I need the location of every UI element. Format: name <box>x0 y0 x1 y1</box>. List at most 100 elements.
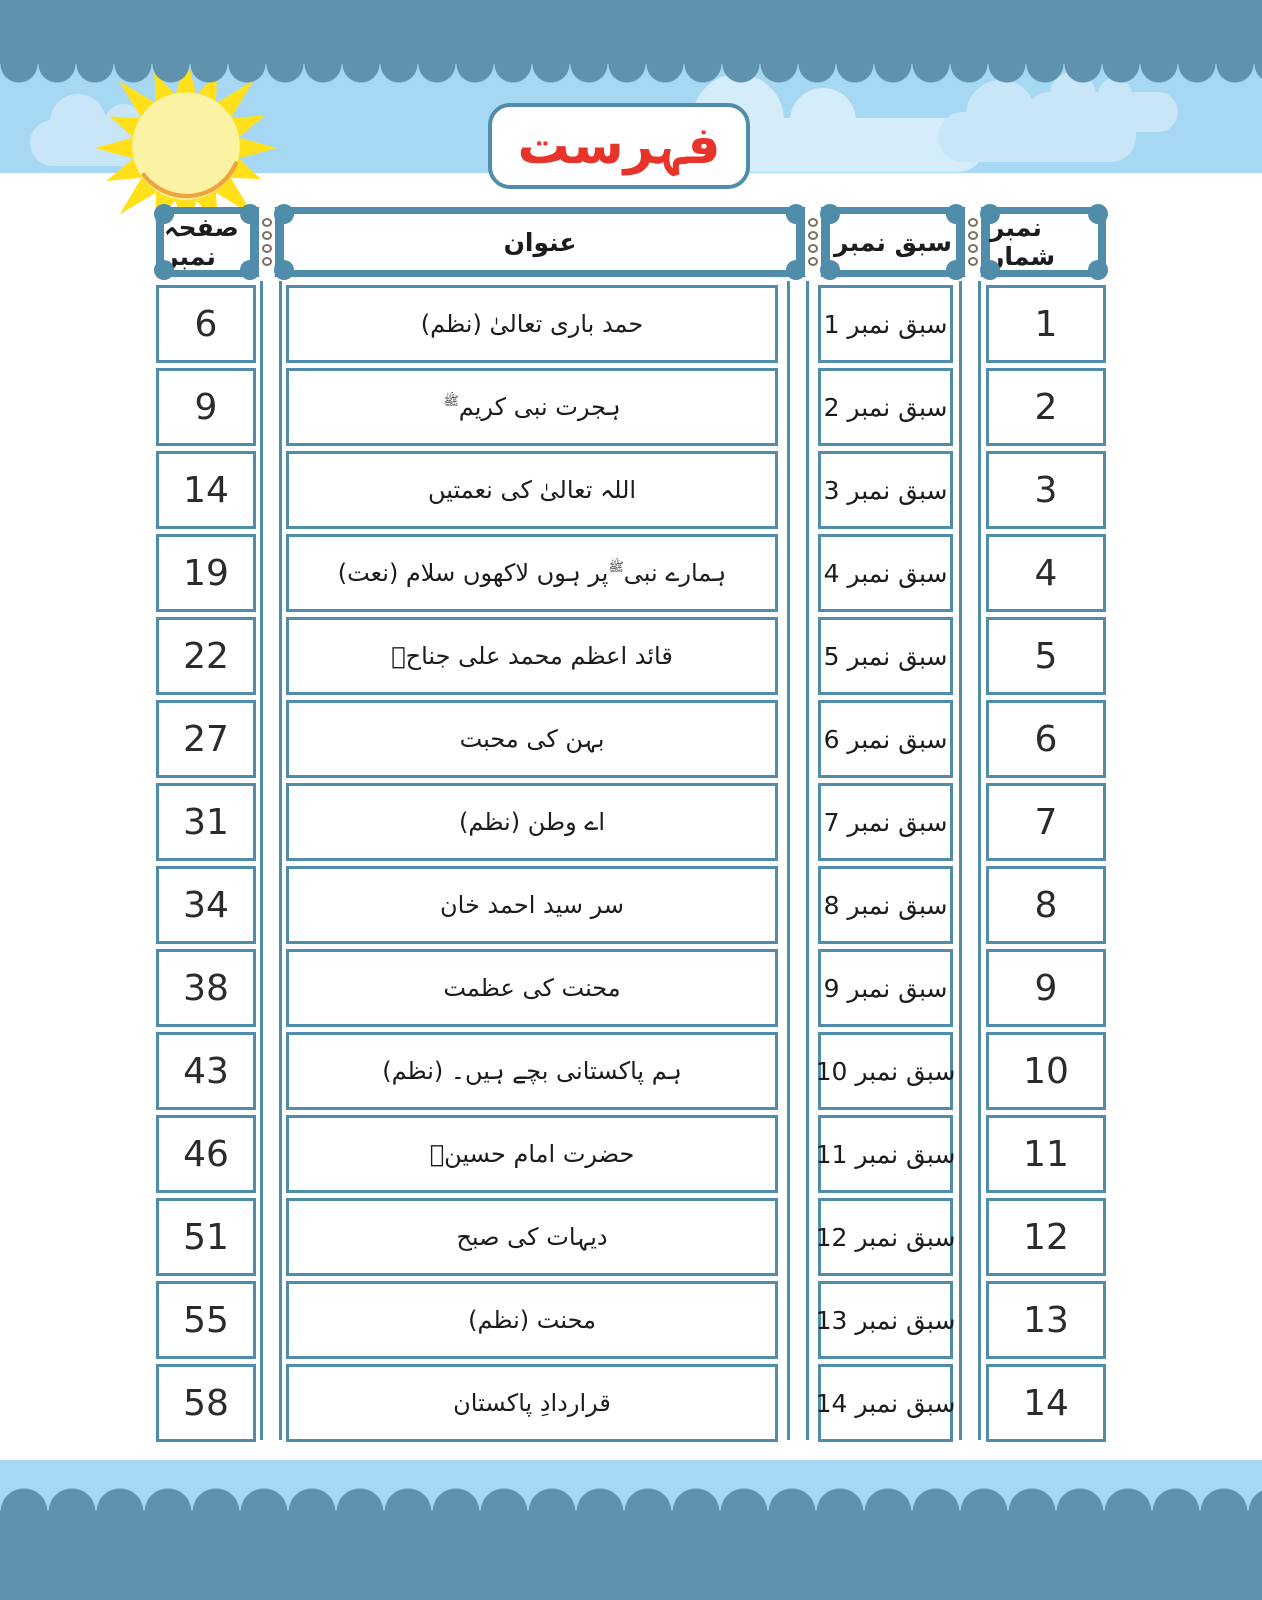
lesson-title-cell: ہم پاکستانی بچے ہیں۔ (نظم) <box>286 1032 778 1110</box>
page-number: 34 <box>183 884 229 926</box>
coil-ring <box>968 218 978 227</box>
honorific-mark: ﷺ <box>443 394 459 409</box>
serial-number-cell: 14 <box>986 1364 1106 1442</box>
page-number-cell: 9 <box>156 368 256 446</box>
table-row: 19 ہمارے نبی ﷺ پر ہوں لاکھوں سلام (نعت) … <box>156 534 1106 612</box>
table-row: 9 ہجرت نبی کریم ﷺ سبق نمبر 2 2 <box>156 368 1106 446</box>
page-number: 38 <box>183 967 229 1009</box>
header-lesson-label: سبق نمبر <box>834 227 952 257</box>
lesson-number-cell: سبق نمبر 13 <box>816 1281 955 1359</box>
coil-ring <box>262 257 272 266</box>
page-number-cell: 46 <box>156 1115 256 1193</box>
corner-notch <box>274 260 294 280</box>
table-row: 58 قراردادِ پاکستان سبق نمبر 14 14 <box>156 1364 1106 1442</box>
lesson-number-cell: سبق نمبر 3 <box>818 451 953 529</box>
serial-number-cell: 7 <box>986 783 1106 861</box>
corner-notch <box>820 204 840 224</box>
lesson-title-cont: پر ہوں لاکھوں سلام (نعت) <box>337 559 609 587</box>
coil-ring <box>968 244 978 253</box>
page-number: 19 <box>183 552 229 594</box>
lesson-title: ہمارے نبی <box>623 559 727 587</box>
lesson-title: حمد باری تعالیٰ (نظم) <box>420 310 644 338</box>
serial-number-cell: 10 <box>986 1032 1106 1110</box>
page-number-cell: 34 <box>156 866 256 944</box>
serial-number: 4 <box>1034 552 1058 594</box>
page-number: 6 <box>194 303 218 345</box>
lesson-number: سبق نمبر 12 <box>815 1222 956 1252</box>
lesson-title-cell: اللہ تعالیٰ کی نعمتیں <box>286 451 778 529</box>
lesson-number: سبق نمبر 4 <box>823 558 948 588</box>
serial-number-cell: 6 <box>986 700 1106 778</box>
table-row: 6 حمد باری تعالیٰ (نظم) سبق نمبر 1 1 <box>156 285 1106 363</box>
lesson-title: ہجرت نبی کریم <box>458 393 621 421</box>
lesson-title: دیہات کی صبح <box>456 1223 608 1251</box>
honorific-mark: ﷺ <box>608 560 624 575</box>
lesson-title-cell: حضرت امام حسینؓ <box>286 1115 778 1193</box>
coil-ring <box>968 231 978 240</box>
corner-notch <box>154 204 174 224</box>
serial-number-cell: 4 <box>986 534 1106 612</box>
page-number: 43 <box>183 1050 229 1092</box>
page-number-cell: 14 <box>156 451 256 529</box>
lesson-number-cell: سبق نمبر 4 <box>818 534 953 612</box>
lesson-number-cell: سبق نمبر 6 <box>818 700 953 778</box>
lesson-title: اے وطن (نظم) <box>459 808 606 836</box>
coil-ring <box>808 244 818 253</box>
lesson-title-cell: حمد باری تعالیٰ (نظم) <box>286 285 778 363</box>
page-number-cell: 27 <box>156 700 256 778</box>
serial-number: 13 <box>1023 1299 1069 1341</box>
lesson-title: اللہ تعالیٰ کی نعمتیں <box>427 476 637 504</box>
binding-strip <box>260 281 282 1440</box>
serial-number-cell: 1 <box>986 285 1106 363</box>
lesson-number: سبق نمبر 9 <box>823 973 948 1003</box>
contents-table: صفحہ نمبر عنوان سبق نمبر نمبر شمار 6 حمد… <box>154 204 1108 1442</box>
coil-ring <box>968 257 978 266</box>
table-row: 14 اللہ تعالیٰ کی نعمتیں سبق نمبر 3 3 <box>156 451 1106 529</box>
lesson-number: سبق نمبر 7 <box>823 807 948 837</box>
lesson-title: قائد اعظم محمد علی جناحؒ <box>391 642 673 670</box>
page-number-cell: 31 <box>156 783 256 861</box>
page-number-cell: 22 <box>156 617 256 695</box>
page-number: 22 <box>183 635 229 677</box>
serial-number: 14 <box>1023 1382 1069 1424</box>
serial-number: 7 <box>1034 801 1058 843</box>
top-banner: فہرست <box>0 0 1262 241</box>
table-row: 22 قائد اعظم محمد علی جناحؒ سبق نمبر 5 5 <box>156 617 1106 695</box>
lesson-number: سبق نمبر 8 <box>823 890 948 920</box>
lesson-title-cell: قائد اعظم محمد علی جناحؒ <box>286 617 778 695</box>
top-wave-band <box>0 0 1262 64</box>
serial-number: 10 <box>1023 1050 1069 1092</box>
lesson-title-cell: بہن کی محبت <box>286 700 778 778</box>
binding-strip <box>787 281 809 1440</box>
lesson-title-cell: دیہات کی صبح <box>286 1198 778 1276</box>
coil-ring <box>808 218 818 227</box>
table-row: 46 حضرت امام حسینؓ سبق نمبر 11 11 <box>156 1115 1106 1193</box>
bottom-wave-scallops <box>0 1488 1262 1512</box>
lesson-number: سبق نمبر 11 <box>815 1139 956 1169</box>
table-row: 51 دیہات کی صبح سبق نمبر 12 12 <box>156 1198 1106 1276</box>
page-number-cell: 55 <box>156 1281 256 1359</box>
serial-number-cell: 12 <box>986 1198 1106 1276</box>
page-number-cell: 43 <box>156 1032 256 1110</box>
lesson-number-cell: سبق نمبر 1 <box>818 285 953 363</box>
binding-coil-icon <box>956 214 990 270</box>
serial-number: 6 <box>1034 718 1058 760</box>
lesson-title-cell: قراردادِ پاکستان <box>286 1364 778 1442</box>
serial-number: 8 <box>1034 884 1058 926</box>
serial-number-cell: 3 <box>986 451 1106 529</box>
page-number-cell: 6 <box>156 285 256 363</box>
header-serial-label: نمبر شمار <box>990 213 1056 271</box>
lesson-title-cell: ہجرت نبی کریم ﷺ <box>286 368 778 446</box>
serial-number-cell: 5 <box>986 617 1106 695</box>
header-page-number: صفحہ نمبر <box>154 204 260 280</box>
page-number: 27 <box>183 718 229 760</box>
lesson-title: سر سید احمد خان <box>440 891 624 919</box>
serial-number: 5 <box>1034 635 1058 677</box>
page-number: 31 <box>183 801 229 843</box>
table-row: 31 اے وطن (نظم) سبق نمبر 7 7 <box>156 783 1106 861</box>
header-lesson-number: سبق نمبر <box>820 204 966 280</box>
bottom-banner <box>0 1460 1262 1600</box>
serial-number-cell: 9 <box>986 949 1106 1027</box>
bottom-wave-band <box>0 1511 1262 1600</box>
coil-ring <box>808 231 818 240</box>
